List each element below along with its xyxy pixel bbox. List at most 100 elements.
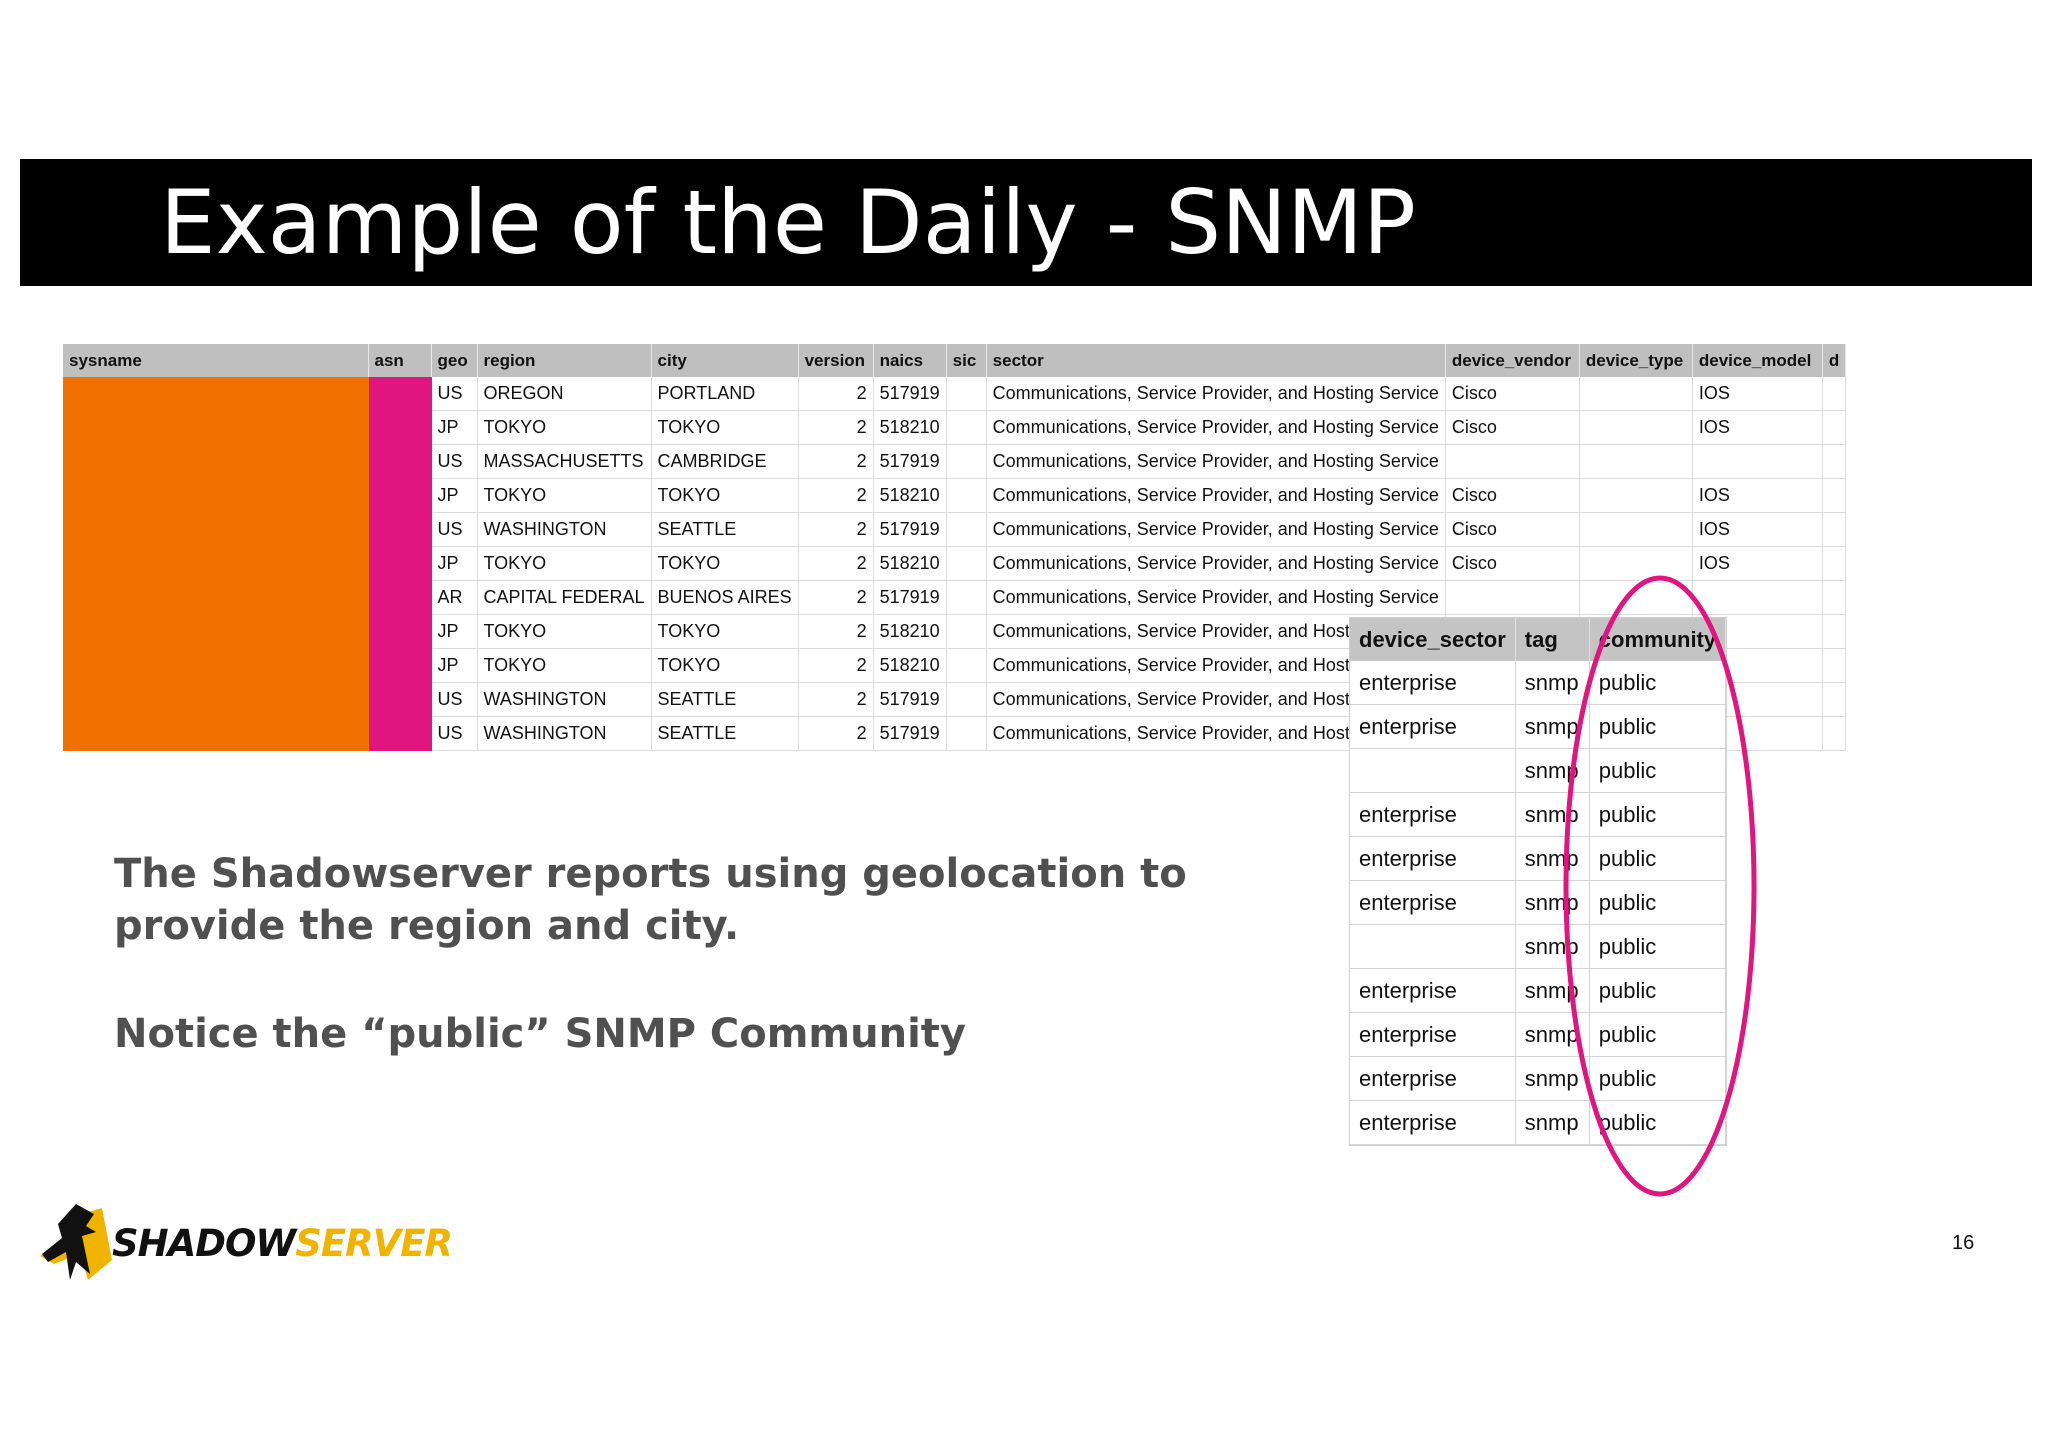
table-cell: CAMBRIDGE bbox=[651, 444, 799, 479]
table-cell: Cisco bbox=[1445, 546, 1580, 581]
table-cell bbox=[1822, 648, 1847, 683]
main-header-cell: geo bbox=[431, 344, 478, 377]
overlay-table-cell: snmp bbox=[1515, 1056, 1590, 1101]
overlay-table-cell: public bbox=[1589, 792, 1727, 837]
logo-word-shadow: SHADOW bbox=[112, 1222, 296, 1265]
table-cell bbox=[946, 648, 987, 683]
redacted-sysname-cell bbox=[63, 377, 369, 411]
main-header-cell: device_vendor bbox=[1445, 344, 1580, 377]
table-cell: IOS bbox=[1692, 478, 1823, 513]
overlay-table-cell: public bbox=[1589, 924, 1727, 969]
table-cell: 2 bbox=[798, 614, 874, 649]
overlay-table-cell: enterprise bbox=[1350, 968, 1516, 1013]
overlay-table-cell: public bbox=[1589, 1012, 1727, 1057]
overlay-table-cell: public bbox=[1589, 661, 1727, 705]
table-cell: TOKYO bbox=[651, 410, 799, 445]
overlay-table-row: enterprise snmp public bbox=[1350, 968, 1727, 1013]
overlay-table-cell bbox=[1350, 748, 1516, 793]
table-cell: SEATTLE bbox=[651, 682, 799, 717]
redacted-asn-cell bbox=[368, 478, 432, 513]
table-cell bbox=[1822, 716, 1847, 751]
table-cell bbox=[946, 512, 987, 547]
logo-word-server: SERVER bbox=[295, 1222, 453, 1265]
overlay-header-cell: tag bbox=[1515, 618, 1590, 661]
table-row: JP TOKYO TOKYO 2 518210 Communications, Servi… bbox=[63, 546, 1847, 581]
table-cell bbox=[1822, 478, 1847, 513]
slide-title: Example of the Daily - SNMP bbox=[160, 171, 1416, 274]
table-cell: 518210 bbox=[873, 410, 947, 445]
shadowserver-logo: SHADOWSERVER bbox=[36, 1200, 453, 1290]
overlay-table-row: enterprise snmp public bbox=[1350, 1012, 1727, 1057]
table-cell: 2 bbox=[798, 716, 874, 751]
redacted-sysname-cell bbox=[63, 682, 369, 717]
overlay-table-row: enterprise snmp public bbox=[1350, 880, 1727, 925]
table-cell: Cisco bbox=[1445, 377, 1580, 411]
table-row: JP TOKYO TOKYO 2 518210 Communications, Servi… bbox=[63, 410, 1847, 445]
table-cell: 518210 bbox=[873, 614, 947, 649]
table-cell: SEATTLE bbox=[651, 512, 799, 547]
table-cell bbox=[946, 410, 987, 445]
overlay-table-row: enterprise snmp public bbox=[1350, 1100, 1727, 1145]
table-cell bbox=[946, 682, 987, 717]
table-cell: JP bbox=[431, 614, 478, 649]
table-cell: TOKYO bbox=[651, 478, 799, 513]
table-cell bbox=[1822, 614, 1847, 649]
table-cell: JP bbox=[431, 546, 478, 581]
table-cell bbox=[1822, 580, 1847, 615]
table-cell: 2 bbox=[798, 478, 874, 513]
table-row: JP TOKYO TOKYO 2 518210 Communications, Servi… bbox=[63, 478, 1847, 513]
table-cell: AR bbox=[431, 580, 478, 615]
table-cell: Communications, Service Provider, and Ho… bbox=[986, 546, 1446, 581]
main-header-cell: sector bbox=[986, 344, 1446, 377]
table-cell bbox=[1579, 377, 1693, 411]
table-cell: WASHINGTON bbox=[477, 716, 652, 751]
table-cell bbox=[1579, 512, 1693, 547]
table-cell: Cisco bbox=[1445, 478, 1580, 513]
main-header-row: sysname asn geo region city version naics sic se… bbox=[63, 344, 1847, 377]
table-cell: WASHINGTON bbox=[477, 512, 652, 547]
table-cell: 2 bbox=[798, 444, 874, 479]
overlay-table-cell: enterprise bbox=[1350, 1056, 1516, 1101]
table-cell: 2 bbox=[798, 546, 874, 581]
overlay-table-cell: public bbox=[1589, 836, 1727, 881]
redacted-asn-cell bbox=[368, 580, 432, 615]
redacted-asn-cell bbox=[368, 716, 432, 751]
overlay-table-cell: snmp bbox=[1515, 661, 1590, 705]
table-cell: Communications, Service Provider, and Ho… bbox=[986, 377, 1446, 411]
main-header-cell: city bbox=[651, 344, 799, 377]
overlay-table-cell: snmp bbox=[1515, 880, 1590, 925]
table-cell bbox=[1579, 478, 1693, 513]
table-cell: JP bbox=[431, 478, 478, 513]
table-cell: 2 bbox=[798, 580, 874, 615]
redacted-asn-cell bbox=[368, 512, 432, 547]
table-cell: TOKYO bbox=[477, 648, 652, 683]
body-line-1: The Shadowserver reports using geolocati… bbox=[114, 851, 1187, 897]
redacted-sysname-cell bbox=[63, 614, 369, 649]
main-header-cell: asn bbox=[368, 344, 432, 377]
table-cell: 2 bbox=[798, 377, 874, 411]
table-cell: SEATTLE bbox=[651, 716, 799, 751]
main-header-cell: d bbox=[1822, 344, 1847, 377]
table-cell bbox=[946, 444, 987, 479]
main-header-cell: device_type bbox=[1579, 344, 1693, 377]
logo-wordmark: SHADOWSERVER bbox=[112, 1222, 453, 1265]
table-cell: TOKYO bbox=[651, 614, 799, 649]
table-cell: TOKYO bbox=[477, 478, 652, 513]
table-cell: IOS bbox=[1692, 512, 1823, 547]
page-number: 16 bbox=[1952, 1232, 1975, 1254]
body-line-2: provide the region and city. bbox=[114, 903, 740, 949]
highlight-ellipse bbox=[1563, 575, 1757, 1197]
overlay-table-cell: enterprise bbox=[1350, 704, 1516, 749]
table-cell: IOS bbox=[1692, 377, 1823, 411]
table-cell bbox=[1822, 377, 1847, 411]
overlay-table-cell bbox=[1350, 924, 1516, 969]
table-cell: OREGON bbox=[477, 377, 652, 411]
main-header-cell: sysname bbox=[63, 344, 369, 377]
redacted-asn-cell bbox=[368, 648, 432, 683]
body-text: The Shadowserver reports using geolocati… bbox=[114, 848, 1264, 1060]
overlay-table-row: snmp public bbox=[1350, 748, 1727, 793]
table-cell bbox=[1822, 512, 1847, 547]
table-cell: BUENOS AIRES bbox=[651, 580, 799, 615]
redacted-sysname-cell bbox=[63, 546, 369, 581]
main-header-cell: version bbox=[798, 344, 874, 377]
